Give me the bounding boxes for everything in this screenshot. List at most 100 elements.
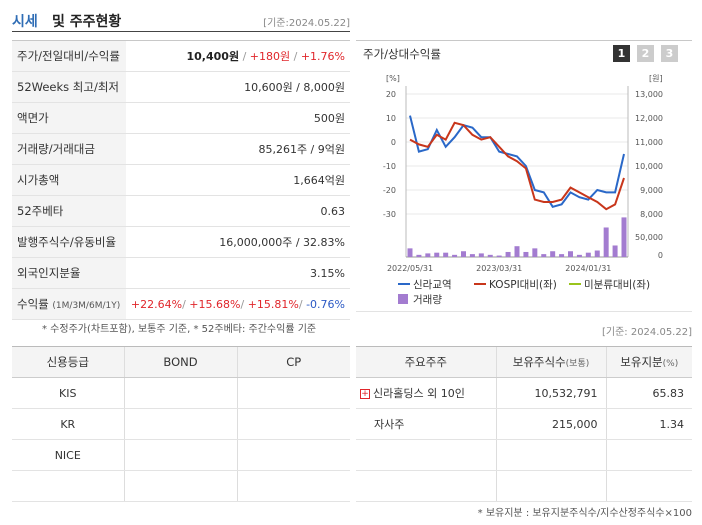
cp-rating [236,470,350,502]
base-date: [기준:2024.05.22] [263,18,350,29]
header-unit: (보통) [565,359,590,369]
right-tick-label: 11,000 [635,138,663,147]
left-tick-label: 10 [386,114,396,123]
left-tick-label: -10 [383,162,396,171]
returns-values: +22.64%/ +15.68%/ +15.81%/ -0.76% [125,288,350,320]
holder-shares [495,439,606,471]
holder-shares [495,470,606,502]
table-row: KR [12,408,350,440]
section-title: 및 주주현황 [52,14,122,30]
returns-periods: (1M/3M/6M/1Y) [52,301,121,311]
return-1y: -0.76% [306,297,345,311]
row-value: 1,664억원 [125,164,350,196]
current-price: 10,400원 [186,50,240,63]
holder-name [356,470,496,502]
left-axis-unit: [%] [386,74,400,83]
right-tick-label: 9,000 [640,186,663,195]
bond-rating [123,470,237,502]
chart-title: 주가/상대수익률 [363,47,441,61]
section-header: 시세 및 주주현황 [기준:2024.05.22] [12,10,350,32]
credit-rating-table: 신용등급 BOND CP KIS KR NICE [12,346,350,502]
bond-rating [123,377,237,409]
volume-bar [461,251,466,257]
stock-return-line [409,115,625,208]
row-value: 85,261주 / 9억원 [125,133,350,165]
row-label: 52주베타 [12,195,126,227]
volume-bar [496,255,502,257]
table-header-row: 신용등급 BOND CP [12,346,350,378]
holder-name: 자사주 [356,408,496,440]
column-header: 신용등급 [12,346,124,378]
volume-bar [576,254,582,257]
price-chart: [%] [원] 20 10 0 -10 -20 -30 13,000 12,000 11,000 10… [383,74,663,306]
table-row: 시가총액 1,664억원 [12,164,350,196]
holder-ratio [605,439,692,471]
table-row: 52주베타 0.63 [12,195,350,227]
row-label: 액면가 [12,102,126,134]
row-label: 시가총액 [12,164,126,196]
right-tick-label: 10,000 [635,162,663,171]
table-row: 외국인지분율 3.15% [12,257,350,289]
volume-bar [514,246,520,257]
section-title-accent: 시세 [12,14,38,30]
volume-bar [469,254,475,257]
shareholders-footnote: * 보유지분 : 보유지분주식수/지수산정주식수×100 [477,508,692,519]
volume-bar [452,254,458,257]
returns-label: 수익률 [17,297,49,311]
volume-bar [532,248,538,257]
right-tick-label: 12,000 [635,114,663,123]
volume-bar [585,252,591,257]
bond-rating [123,408,237,440]
legend-label-volume: 거래량 [413,294,442,306]
cp-rating [236,408,350,440]
cp-rating [236,377,350,409]
shareholders-table: 주요주주 보유주식수(보통) 보유지분(%) + 신라홀딩스 외 10인 10,5… [356,346,692,502]
right-tick-label: 8,000 [640,210,663,219]
holder-name-text: 신라홀딩스 외 10인 [373,387,465,400]
row-value: 0.63 [125,195,350,227]
right-axis-unit: [원] [649,74,663,83]
left-tick-label: -20 [383,186,396,195]
row-value: 16,000,000주 / 32.83% [125,226,350,258]
volume-bar [568,251,573,257]
summary-footnote: * 수정주가(차트포함), 보통주 기준, * 52주베타: 주간수익률 기준 [42,324,317,335]
holder-name[interactable]: + 신라홀딩스 외 10인 [356,377,496,409]
volume-bar [416,254,422,257]
chart-button-2[interactable]: 2 [637,45,654,62]
price-value: 10,400원 / +180원 / +1.76% [125,40,350,72]
header-label: 보유지분 [620,355,663,369]
expand-plus-icon[interactable]: + [360,389,370,399]
table-row [356,439,692,471]
row-label: 52Weeks 최고/최저 [12,71,126,103]
return-1m: +22.64% [130,297,183,311]
x-tick-label: 2024/01/31 [565,264,611,273]
row-label: 주가/전일대비/수익률 [12,40,126,72]
table-row: 액면가 500원 [12,102,350,134]
volume-tick-label: 50,000 [635,233,663,242]
agency-name [12,470,124,502]
volume-bar [550,251,556,257]
chart-button-3[interactable]: 3 [661,45,678,62]
bond-rating [123,439,237,471]
header-unit: (%) [662,359,679,369]
volume-bar [559,254,565,257]
volume-bar [487,254,493,257]
chart-period-buttons: 1 2 3 [613,45,678,62]
holder-name [356,439,496,471]
volume-bar [541,254,547,257]
volume-bar [434,252,440,257]
table-header-row: 주요주주 보유주식수(보통) 보유지분(%) [356,346,692,378]
column-header: 보유지분(%) [605,346,692,378]
return-3m: +15.68% [189,297,241,311]
volume-bar [505,251,511,257]
left-tick-label: 20 [386,90,396,99]
column-header: CP [236,346,350,378]
right-tick-label: 13,000 [635,90,663,99]
chart-button-1[interactable]: 1 [613,45,630,62]
row-value: 10,600원 / 8,000원 [125,71,350,103]
volume-bar [603,227,609,257]
volume-bar [523,251,529,257]
holder-ratio: 65.83 [605,377,692,409]
table-row: 발행주식수/유동비율 16,000,000주 / 32.83% [12,226,350,258]
holder-ratio: 1.34 [605,408,692,440]
